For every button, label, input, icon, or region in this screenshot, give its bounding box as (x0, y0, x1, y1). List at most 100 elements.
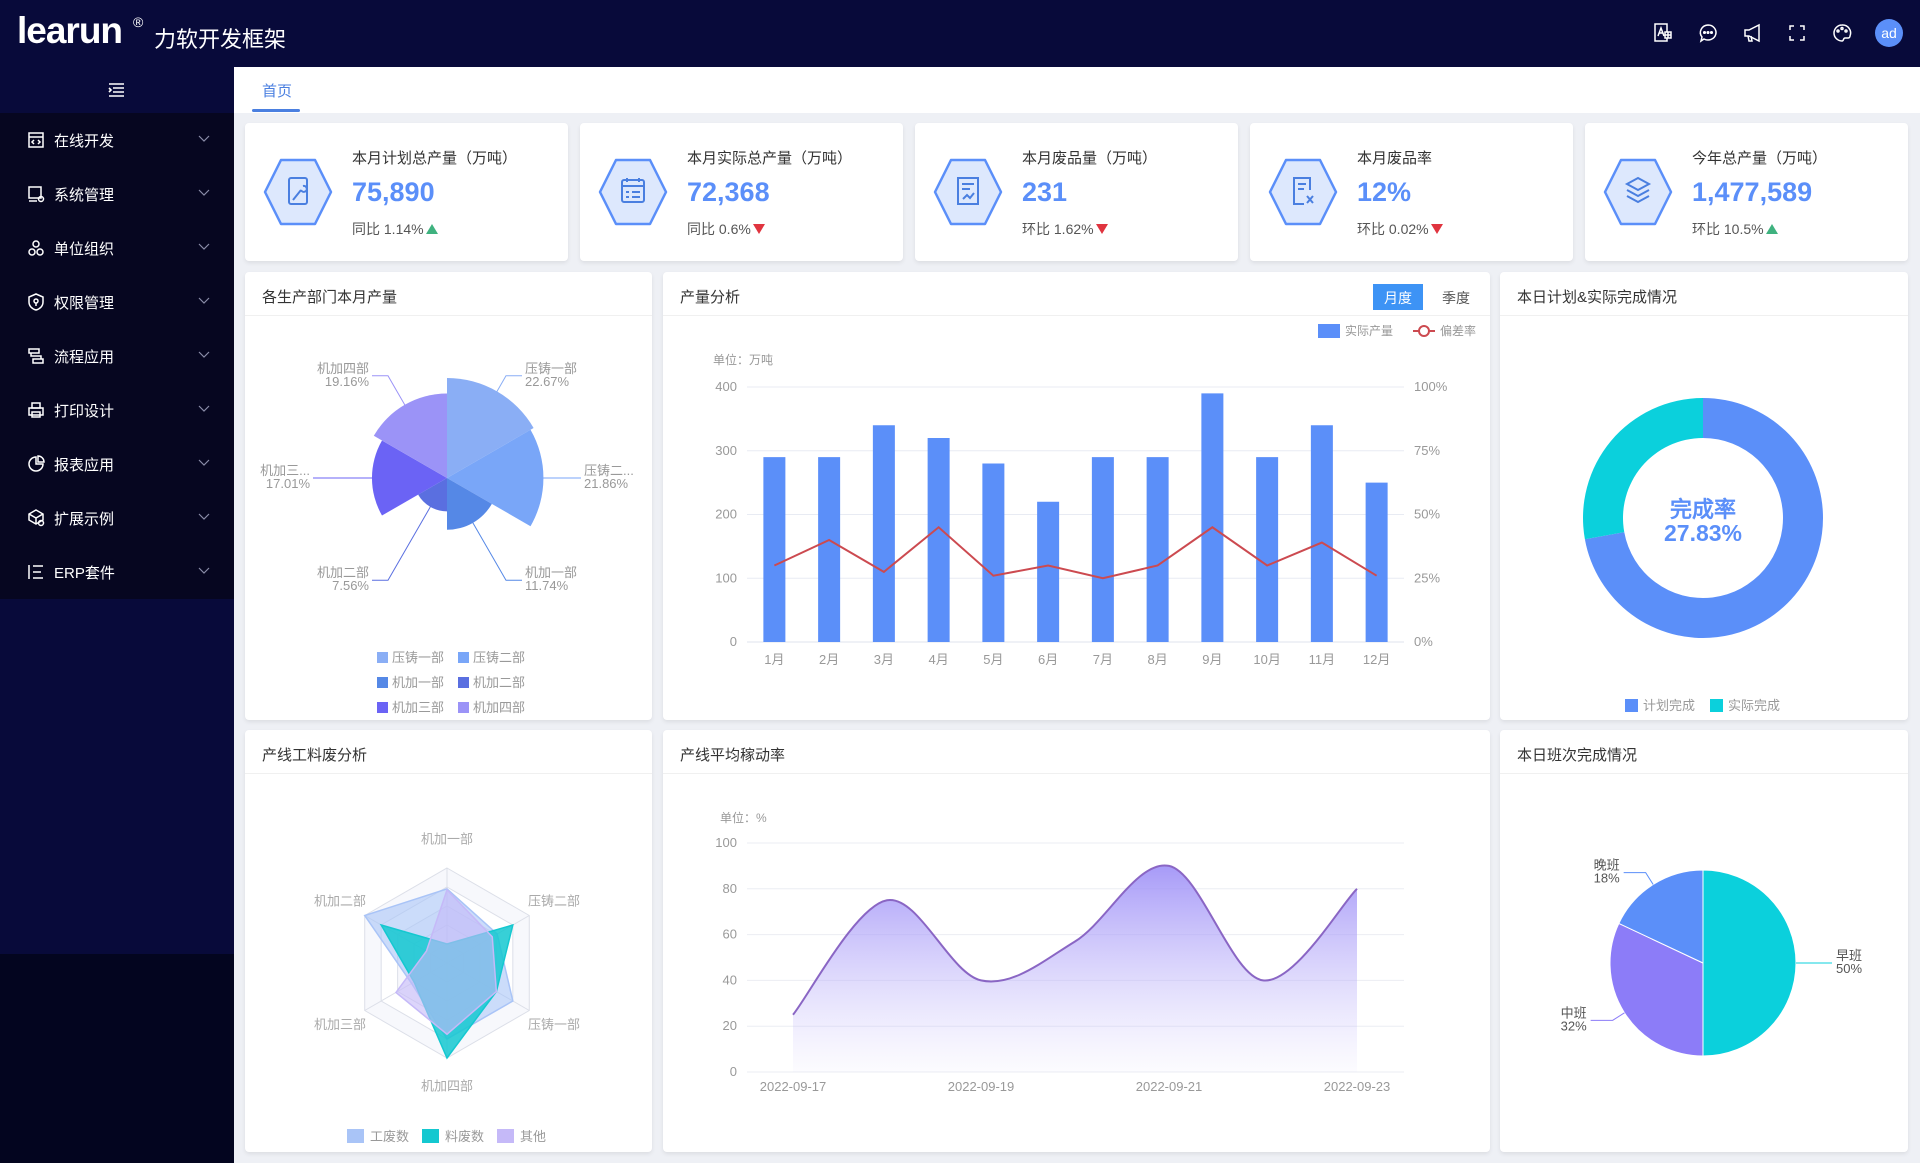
legend-label: 机加四部 (473, 700, 525, 715)
sidebar-item-4[interactable]: 流程应用 (0, 329, 234, 383)
x-tick-label: 9月 (1202, 652, 1222, 667)
y-tick-label: 0 (730, 1064, 737, 1079)
bar (1037, 501, 1060, 642)
fullscreen-icon[interactable] (1786, 22, 1808, 44)
slice-value-label: 21.86% (584, 476, 629, 491)
sidebar-item-0[interactable]: 在线开发 (0, 113, 234, 167)
panel-shift-completion: 本日班次完成情况 早班 50% 中班 32% 晚班 18% (1500, 730, 1908, 1152)
wrench-clipboard-icon (263, 158, 333, 226)
trend-up-icon (1766, 224, 1779, 234)
stat-compare: 环比 0.02% (1357, 221, 1429, 237)
legend-swatch (422, 1129, 439, 1143)
y2-tick-label: 75% (1414, 443, 1440, 458)
x-tick-label: 7月 (1093, 652, 1113, 667)
y-tick-label: 20 (723, 1018, 737, 1033)
sidebar-toggle[interactable] (0, 67, 234, 113)
sidebar-item-8[interactable]: ERP套件 (0, 545, 234, 599)
chevron-down-icon (198, 513, 210, 520)
document-chart-icon (933, 158, 1003, 226)
legend-label: 计划完成 (1643, 698, 1695, 713)
notice-icon[interactable] (1742, 22, 1764, 44)
stat-card: 本月废品率 12% 环比 0.02% (1250, 123, 1573, 261)
sidebar-item-1[interactable]: 系统管理 (0, 167, 234, 221)
slice-value-label: 22.67% (525, 374, 570, 389)
theme-icon[interactable] (1831, 22, 1853, 44)
period-button[interactable] (1431, 284, 1481, 310)
message-icon[interactable] (1697, 22, 1719, 44)
radar-axis-label: 压铸一部 (528, 1017, 580, 1032)
slice-label: 机加一部 (525, 565, 577, 580)
y2-tick-label: 50% (1414, 507, 1440, 522)
stat-compare: 同比 1.14% (352, 221, 424, 237)
y-tick-label: 80 (723, 881, 737, 896)
slice-label: 晚班 (1594, 858, 1620, 873)
sidebar-item-label: 打印设计 (54, 403, 115, 420)
chevron-down-icon (198, 405, 210, 412)
slice-label: 压铸二... (584, 463, 634, 478)
tab-bar: 首页 (234, 67, 1920, 113)
bar (1310, 425, 1333, 642)
stat-card: 本月废品量（万吨） 231 环比 1.62% (915, 123, 1238, 261)
translate-icon[interactable] (1652, 22, 1674, 44)
y2-tick-label: 0% (1414, 634, 1433, 649)
sidebar-menu: 在线开发 系统管理 单位组织 权限管理 流程应用 打印设计 报表应用 扩展示例 … (0, 113, 234, 599)
x-tick-label: 2022-09-21 (1136, 1079, 1203, 1094)
slice-label: 中班 (1561, 1005, 1587, 1020)
sidebar-item-5[interactable]: 打印设计 (0, 383, 234, 437)
trend-down-icon (1096, 224, 1109, 234)
radar-axis-label: 机加四部 (421, 1079, 473, 1094)
y-tick-label: 300 (715, 443, 737, 458)
sidebar-item-7[interactable]: 扩展示例 (0, 491, 234, 545)
period-button[interactable] (1373, 284, 1423, 310)
pie-slice (1609, 922, 1704, 1057)
y-axis-unit: 单位：万吨 (713, 352, 773, 367)
bar (1365, 482, 1388, 642)
flow-icon (28, 348, 44, 364)
org-icon (28, 240, 44, 256)
chevron-down-icon (198, 297, 210, 304)
stat-value: 12% (1357, 177, 1412, 207)
avatar[interactable]: ad (1875, 19, 1903, 47)
active-tab-indicator (252, 109, 300, 112)
x-tick-label: 1月 (764, 652, 784, 667)
radar-axis-label: 压铸二部 (528, 893, 580, 908)
area-line (792, 864, 1358, 1016)
y2-tick-label: 25% (1414, 570, 1440, 585)
donut-center-value: 27.83% (1664, 520, 1742, 546)
legend-label: 偏差率 (1440, 323, 1476, 338)
logo[interactable]: learun (17, 10, 123, 51)
layers-icon (1603, 158, 1673, 226)
radar-axis-label: 机加三部 (314, 1017, 366, 1032)
tab-home[interactable]: 首页 (262, 83, 293, 100)
legend-swatch (458, 702, 469, 713)
stat-card: 本月实际总产量（万吨） 72,368 同比 0.6% (580, 123, 903, 261)
sidebar-item-label: 单位组织 (54, 241, 115, 258)
pie-icon (28, 455, 45, 472)
legend-swatch (347, 1129, 364, 1143)
bar (1256, 457, 1279, 642)
menu-fold-icon[interactable] (108, 83, 125, 97)
legend-swatch (497, 1129, 514, 1143)
sidebar-item-6[interactable]: 报表应用 (0, 437, 234, 491)
donut-center-label: 完成率 (1670, 497, 1736, 522)
y2-tick-label: 100% (1414, 379, 1448, 394)
label-leader-line (372, 375, 408, 409)
chevron-down-icon (198, 135, 210, 142)
slice-value-label: 32% (1561, 1018, 1587, 1033)
x-tick-label: 2022-09-17 (760, 1079, 827, 1094)
sidebar-item-3[interactable]: 权限管理 (0, 275, 234, 329)
period-button-label[interactable]: 季度 (1442, 290, 1470, 306)
stat-compare: 环比 1.62% (1022, 221, 1094, 237)
sidebar-item-2[interactable]: 单位组织 (0, 221, 234, 275)
x-tick-label: 11月 (1309, 652, 1336, 667)
monitor-gear-icon (28, 186, 45, 203)
sidebar-item-label: 权限管理 (54, 295, 115, 312)
period-button-label[interactable]: 月度 (1384, 290, 1412, 306)
panel-title: 产量分析 (680, 289, 741, 306)
rose-chart: 压铸一部22.67%压铸二...21.86%机加一部11.74%机加二部7.56… (260, 361, 634, 715)
pie-slice (1618, 869, 1704, 964)
bar (1091, 457, 1114, 642)
x-tick-label: 12月 (1363, 652, 1390, 667)
rose-slice (418, 478, 447, 512)
